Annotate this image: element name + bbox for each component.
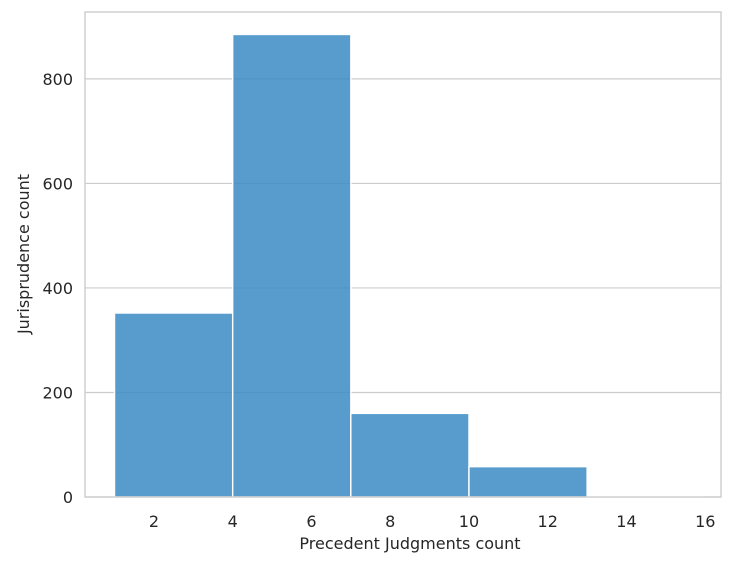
y-tick-label: 0 [63, 488, 73, 507]
histogram-bar-1 [113, 312, 234, 498]
y-axis-label: Jurisprudence count [14, 174, 33, 335]
histogram-bars [113, 33, 706, 498]
histogram-bar-4 [468, 465, 588, 498]
y-tick-labels: 0 200 400 600 800 [42, 70, 73, 507]
y-tick-label: 400 [42, 279, 73, 298]
y-tick-label: 800 [42, 70, 73, 89]
x-tick-label: 14 [616, 512, 636, 531]
x-tick-label: 16 [695, 512, 715, 531]
x-tick-label: 12 [538, 512, 558, 531]
plot-frame [84, 11, 722, 498]
x-tick-label: 8 [385, 512, 395, 531]
x-tick-label: 6 [306, 512, 316, 531]
x-tick-label: 4 [228, 512, 238, 531]
x-axis-label: Precedent Judgments count [299, 534, 520, 553]
histogram-bar-2 [231, 33, 352, 498]
x-tick-label: 10 [459, 512, 479, 531]
x-tick-labels: 2 4 6 8 10 12 14 16 [149, 512, 716, 531]
y-tick-label: 200 [42, 383, 73, 402]
x-tick-label: 2 [149, 512, 159, 531]
y-tick-label: 600 [42, 174, 73, 193]
histogram-bar-3 [350, 412, 470, 498]
